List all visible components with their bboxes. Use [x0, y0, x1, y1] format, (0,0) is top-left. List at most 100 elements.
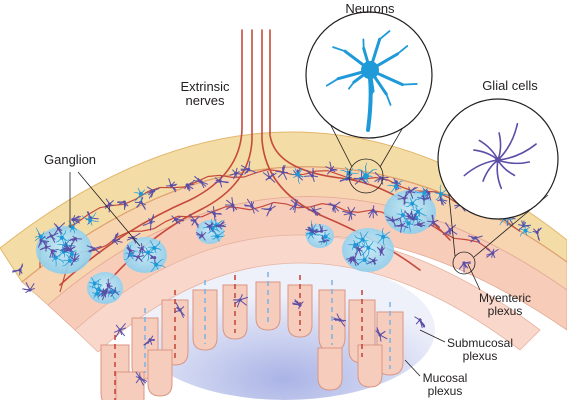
- dendrite-branch: [94, 212, 97, 216]
- soma: [146, 250, 151, 255]
- glial-body: [238, 298, 242, 302]
- glial-body: [379, 250, 383, 254]
- mucosal-leader: [404, 359, 421, 377]
- soma: [400, 213, 405, 218]
- submucosal-label-line1: Submucosal: [446, 336, 514, 350]
- soma: [381, 234, 386, 239]
- glial-cell: [517, 220, 532, 231]
- glial-cell: [206, 206, 222, 221]
- dendrite-branch: [129, 244, 132, 248]
- glial-body: [200, 234, 204, 238]
- dendrite-branch: [404, 217, 407, 219]
- glial-body: [268, 175, 272, 180]
- neuron: [49, 249, 64, 267]
- glial-cell: [135, 196, 146, 210]
- glial-body: [212, 211, 216, 216]
- soma: [154, 262, 159, 267]
- dendrite-branch: [62, 264, 66, 267]
- dendrite-branch: [146, 258, 149, 262]
- soma: [353, 243, 358, 248]
- dendrite-branch: [397, 219, 400, 222]
- glial-body: [522, 224, 526, 228]
- neuron: [147, 240, 162, 254]
- mucosal-label-line2: plexus: [427, 384, 463, 398]
- dendrite-branch: [399, 187, 402, 190]
- soma: [415, 209, 420, 214]
- mucosal-dashed-fibers: [114, 272, 391, 400]
- glial-cell: [105, 278, 113, 294]
- glial-body: [431, 220, 435, 224]
- dendrite-branch: [325, 77, 339, 87]
- dendrite-branch: [93, 293, 97, 296]
- dendrite-branch: [387, 184, 391, 187]
- glial-body: [338, 318, 342, 322]
- dendrite-branch: [385, 93, 392, 106]
- glial-body: [103, 291, 107, 295]
- dendrite-branch: [42, 240, 45, 243]
- dendrite-branch: [113, 288, 116, 290]
- neuron: [133, 187, 147, 203]
- glial-process: [497, 122, 519, 161]
- dendrite-branch: [420, 208, 423, 210]
- glial-cell: [62, 242, 76, 253]
- glial-body: [218, 179, 222, 183]
- glial-body: [217, 224, 221, 228]
- dendrite-branch: [383, 242, 385, 246]
- glial-cell: [142, 214, 156, 231]
- glial-body: [173, 217, 178, 222]
- glial-cell: [367, 257, 378, 265]
- glial-inset: [437, 98, 559, 220]
- soma: [70, 225, 75, 230]
- dendrite-branch: [90, 276, 93, 280]
- dendrite-branch: [51, 259, 54, 262]
- dendrite-branch: [65, 254, 69, 256]
- dendrite-branch: [159, 248, 162, 251]
- dendrite-branch: [72, 255, 74, 258]
- villus: [147, 349, 173, 397]
- myenteric-plexus-label: Myenteric plexus: [470, 292, 540, 318]
- glial-cell: [327, 201, 341, 213]
- dendrite-branch: [137, 187, 140, 190]
- glial-body: [416, 222, 421, 226]
- glial-body: [418, 318, 422, 322]
- glial-cell: [244, 198, 259, 214]
- dendrite-branch: [217, 230, 221, 233]
- glial-body: [281, 170, 285, 175]
- dendrite-branch: [348, 81, 355, 90]
- glial-cell: [184, 181, 194, 192]
- glial-cell: [204, 222, 214, 233]
- dendrite-branch: [75, 228, 78, 231]
- glial-cell: [307, 205, 322, 216]
- dendrite-branch: [401, 83, 418, 86]
- glial-cell: [397, 191, 409, 206]
- glial-cell: [325, 161, 338, 175]
- neuron: [387, 179, 404, 194]
- neuron-inset: [305, 11, 433, 139]
- glial-cell: [532, 227, 542, 241]
- neuron-illustration: [325, 30, 418, 132]
- neuron: [81, 212, 99, 226]
- glial-cell: [426, 214, 441, 228]
- glial-body: [448, 228, 452, 232]
- dendrite-branch: [354, 235, 357, 238]
- dendrite-branch: [507, 224, 512, 226]
- soma: [523, 228, 528, 233]
- dendrite-branch: [312, 237, 315, 239]
- neuron: [356, 162, 378, 184]
- glial-cell: [375, 327, 388, 342]
- glial-body: [422, 197, 426, 201]
- dendrite-branch: [528, 226, 531, 229]
- glial-cell: [240, 160, 257, 175]
- dendrite-branch: [360, 250, 364, 254]
- glial-cell: [189, 213, 200, 228]
- dendrite-branch: [93, 296, 96, 299]
- glial-body: [349, 211, 353, 215]
- dendrite-branch: [59, 250, 62, 254]
- soma: [410, 201, 415, 206]
- dendrite-branch: [411, 223, 415, 225]
- dendrite-branch: [62, 259, 65, 262]
- dendrite-branch: [217, 239, 220, 242]
- glial-cell: [406, 210, 418, 221]
- glial-body: [153, 256, 157, 260]
- glial-body: [199, 180, 203, 184]
